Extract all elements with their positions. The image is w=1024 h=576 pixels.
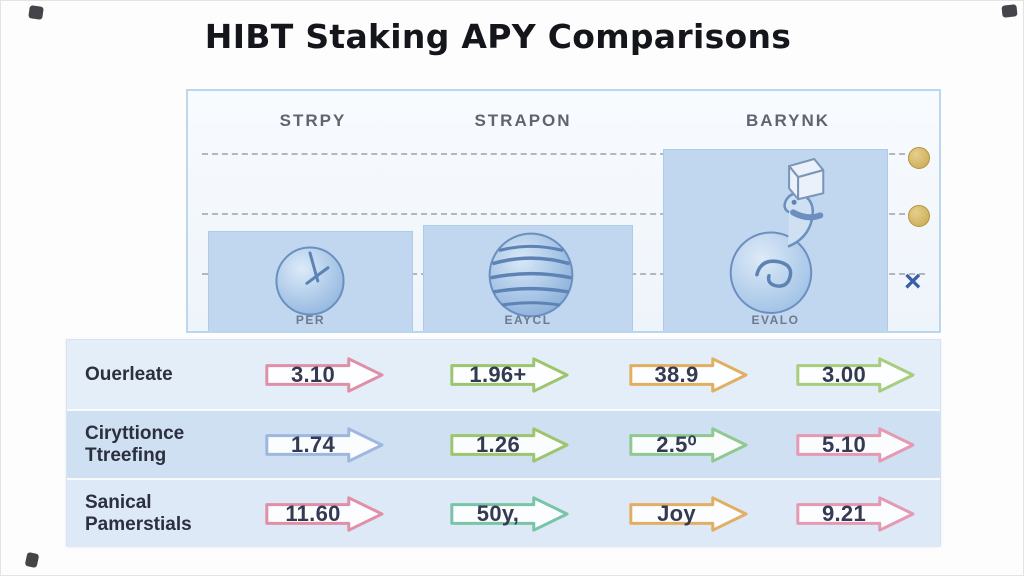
cell-value: 2.5⁰ [656,431,697,457]
row-label: Ouerleate [85,363,173,385]
bar-strapon: EAYCL [423,225,633,331]
dashed-gridline [202,213,925,215]
arrow-right-icon [628,495,748,532]
table-cell: 1.26 [413,411,605,478]
cell-value: 9.21 [821,500,867,526]
cell-value: 1.74 [290,431,336,457]
table-row: Sanical Pamerstials 11.60 50y, Joy 9.21 [67,478,940,547]
cell-value: 3.10 [290,361,336,387]
arrow-right-icon [450,356,569,393]
table-cell: 9.21 [770,480,940,547]
column-header-strapon: STRAPON [474,111,572,130]
bar-label: EVALO [751,313,800,327]
table-cell: 2.5⁰ [605,411,770,478]
dashed-gridline [202,153,925,155]
cell-value: Joy [657,500,696,526]
table-cell: 5.10 [770,411,940,478]
arrow-right-icon [628,426,748,463]
table-cell: 1.74 [235,411,413,478]
cell-value: 50y, [476,500,520,526]
page-title: HIBT Staking APY Comparisons [204,17,792,56]
gold-dot-icon [908,147,930,169]
arrow-right-icon [628,356,748,393]
x-mark-icon: × [904,265,922,298]
chart-panel: STRPY STRAPON BARYNK PER [186,89,941,333]
corner-smudge-icon [1001,4,1018,18]
arrow-right-icon [450,426,569,463]
bar-label: PER [295,313,326,327]
row-label: Ciryttionce Ttreefing [85,422,185,466]
arrow-right-icon [450,495,569,532]
bar-strpy: PER [208,231,413,331]
arrow-right-icon [265,426,384,463]
sculpture-figure-icon [692,158,825,320]
table-cell: 38.9 [605,340,770,409]
column-header-strpy: STRPY [279,111,347,130]
column-header-barynk: BARYNK [745,111,831,130]
arrow-right-icon [265,495,384,532]
cell-value: 1.26 [475,431,521,457]
table-row: Ouerleate 3.10 1.96+ 38.9 3.00 [67,340,940,409]
bar-label: EAYCL [504,313,552,327]
table-cell: 1.96+ [413,340,605,409]
cell-value: 3.00 [821,361,867,387]
table-cell: 11.60 [235,480,413,547]
arrow-right-icon [265,356,384,393]
corner-smudge-icon [24,551,40,569]
cell-value: 11.60 [285,500,341,526]
table-cell: 3.10 [235,340,413,409]
table-row: Ciryttionce Ttreefing 1.74 1.26 2.5⁰ 5.1… [67,409,940,478]
cell-value: 5.10 [821,431,867,457]
comparison-table: Ouerleate 3.10 1.96+ 38.9 3.00 Ciryttion… [66,339,941,547]
row-label: Sanical Pamerstials [85,491,192,535]
sphere-icon [271,242,349,320]
cell-value: 38.9 [654,361,699,387]
table-cell: 3.00 [770,340,940,409]
striped-sphere-icon [484,228,578,322]
gold-dot-icon [908,205,930,227]
arrow-right-icon [796,495,915,532]
table-cell: Joy [605,480,770,547]
table-cell: 50y, [413,480,605,547]
cell-value: 1.96+ [469,361,527,387]
arrow-right-icon [796,356,915,393]
bar-barynk: EVALO [663,149,888,331]
arrow-right-icon [796,426,915,463]
